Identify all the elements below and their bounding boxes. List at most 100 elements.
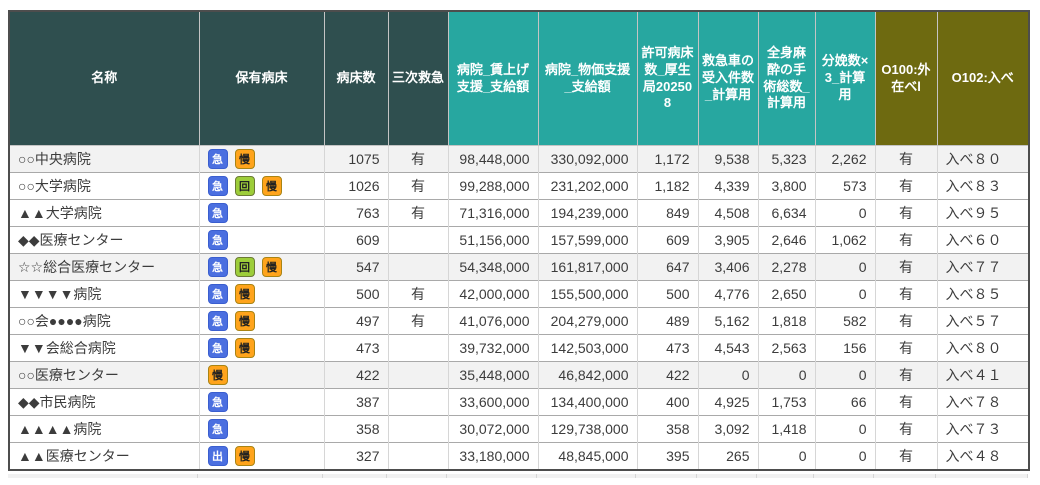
- cell-o102: 入べ７３: [936, 415, 1030, 443]
- cell-bed_count: 547: [323, 253, 389, 281]
- cell-o102: 入べ６０: [936, 226, 1030, 254]
- status-badge: 慢: [207, 365, 228, 385]
- cell-licensed: 358: [636, 415, 699, 443]
- status-badge: 急: [207, 149, 228, 169]
- table-row: ○○大学病院急回慢 1026 有 99,288,000 231,202,000 1,182…: [8, 172, 1030, 200]
- bed-type-badges: 出慢: [207, 446, 316, 466]
- cell-anesthesia: 2,563: [757, 334, 816, 362]
- cell-bed_count: 473: [323, 334, 389, 362]
- cell-name: ▲▲大学病院: [8, 199, 200, 227]
- cell-beds_held: 出慢: [198, 442, 325, 470]
- bed-type-badges: 急: [207, 392, 316, 412]
- cell-name: ◆◆医療センター: [8, 226, 200, 254]
- status-badge: 急: [207, 230, 228, 250]
- bed-type-badges: 急慢: [207, 311, 316, 331]
- cell-licensed: 489: [636, 307, 699, 335]
- cell-tertiary: [387, 334, 449, 362]
- cell-licensed: 1,172: [636, 145, 699, 173]
- cell-price: 129,738,000: [537, 415, 638, 443]
- cell-price: 134,400,000: [537, 388, 638, 416]
- table-row: ▲▲▲▲病院急 358 30,072,000 129,738,000 358 3,092 1…: [8, 415, 1030, 443]
- cell-licensed: 500: [636, 280, 699, 308]
- table-row: ☆☆総合医療センター急回慢 547 54,348,000 161,817,000 647…: [8, 253, 1030, 281]
- cell-beds_held: 急慢: [198, 307, 325, 335]
- cell-anesthesia: 1,418: [757, 415, 816, 443]
- hospital-data-table: 名称 保有病床 病床数 三次救急 病院_賃上げ支援_支給額 病院_物価支援_支給額 許可病床…: [8, 10, 1030, 471]
- cell-births: 0: [814, 442, 876, 470]
- status-badge: 慢: [234, 446, 255, 466]
- cell-anesthesia: 1,818: [757, 307, 816, 335]
- column-header-price: 病院_物価支援_支給額: [537, 10, 638, 146]
- cell-ambulance: 265: [697, 442, 759, 470]
- cell-o100: 有: [874, 253, 938, 281]
- cell-price: 204,279,000: [537, 307, 638, 335]
- cell-tertiary: 有: [387, 280, 449, 308]
- cell-name: ▼▼▼▼病院: [8, 280, 200, 308]
- cell-name: ○○中央病院: [8, 145, 200, 173]
- cell-wage: 33,600,000: [447, 388, 539, 416]
- cell-beds_held: 慢: [198, 361, 325, 389]
- status-badge: 慢: [234, 149, 255, 169]
- cell-beds_held: 急慢: [198, 334, 325, 362]
- cell-wage: 35,448,000: [447, 361, 539, 389]
- cell-licensed: 849: [636, 199, 699, 227]
- cell-ambulance: 4,339: [697, 172, 759, 200]
- table-row: ○○会●●●●病院急慢 497 有 41,076,000 204,279,000 489 5…: [8, 307, 1030, 335]
- cell-ambulance: 0: [697, 361, 759, 389]
- cell-o100: 有: [874, 172, 938, 200]
- cell-beds_held: 急: [198, 388, 325, 416]
- status-badge: 急: [207, 257, 228, 277]
- status-badge: 急: [207, 203, 228, 223]
- status-badge: 急: [207, 419, 228, 439]
- cell-wage: 98,448,000: [447, 145, 539, 173]
- cell-births: 1,062: [814, 226, 876, 254]
- cell-births: 0: [814, 415, 876, 443]
- cell-wage: 54,348,000: [447, 253, 539, 281]
- cell-anesthesia: 5,323: [757, 145, 816, 173]
- cell-tertiary: [387, 442, 449, 470]
- status-badge: 回: [234, 176, 255, 196]
- column-header-o100: O100:外在ベl: [874, 10, 938, 146]
- cell-tertiary: [387, 388, 449, 416]
- cell-anesthesia: 2,650: [757, 280, 816, 308]
- cell-births: 0: [814, 361, 876, 389]
- cell-name: ▲▲医療センター: [8, 442, 200, 470]
- cell-beds_held: 急慢: [198, 145, 325, 173]
- cell-bed_count: 500: [323, 280, 389, 308]
- status-badge: 慢: [234, 311, 255, 331]
- cell-tertiary: 有: [387, 199, 449, 227]
- cell-o102: 入べ４８: [936, 442, 1030, 470]
- cell-name: ○○大学病院: [8, 172, 200, 200]
- cell-births: 0: [814, 253, 876, 281]
- cell-wage: 71,316,000: [447, 199, 539, 227]
- cell-price: 231,202,000: [537, 172, 638, 200]
- table-row: ◆◆市民病院急 387 33,600,000 134,400,000 400 4,925 1…: [8, 388, 1030, 416]
- cell-births: 582: [814, 307, 876, 335]
- column-header-beds_held: 保有病床: [198, 10, 325, 146]
- cell-o100: 有: [874, 388, 938, 416]
- cell-anesthesia: 3,800: [757, 172, 816, 200]
- cell-births: 0: [814, 280, 876, 308]
- cell-o100: 有: [874, 361, 938, 389]
- cell-births: 0: [814, 199, 876, 227]
- cell-o100: 有: [874, 415, 938, 443]
- bed-type-badges: 急: [207, 203, 316, 223]
- cell-anesthesia: 1,753: [757, 388, 816, 416]
- cell-births: 573: [814, 172, 876, 200]
- clipped-next-row: [8, 474, 1030, 478]
- cell-o100: 有: [874, 334, 938, 362]
- cell-beds_held: 急慢: [198, 280, 325, 308]
- cell-licensed: 395: [636, 442, 699, 470]
- cell-o102: 入べ８３: [936, 172, 1030, 200]
- cell-licensed: 647: [636, 253, 699, 281]
- cell-bed_count: 327: [323, 442, 389, 470]
- column-header-tertiary: 三次救急: [387, 10, 449, 146]
- column-header-births: 分娩数×3_計算用: [814, 10, 876, 146]
- cell-price: 155,500,000: [537, 280, 638, 308]
- bed-type-badges: 急回慢: [207, 176, 316, 196]
- status-badge: 慢: [234, 338, 255, 358]
- status-badge: 急: [207, 284, 228, 304]
- bed-type-badges: 急: [207, 230, 316, 250]
- cell-o102: 入べ８０: [936, 334, 1030, 362]
